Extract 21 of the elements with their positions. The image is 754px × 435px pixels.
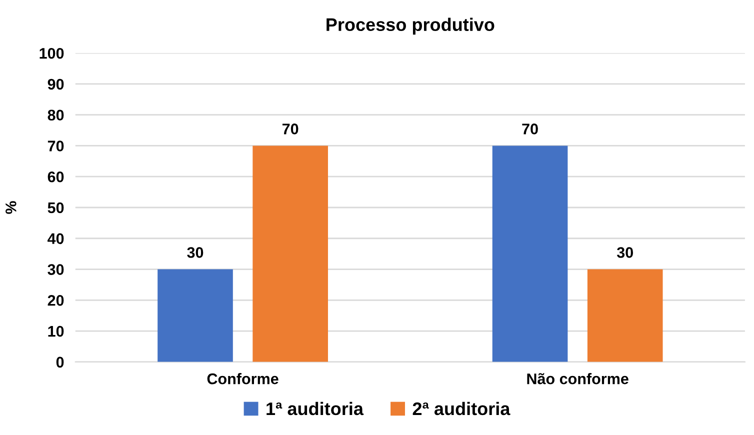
y-tick-label: 50 xyxy=(48,202,64,214)
y-axis-title: % xyxy=(6,201,16,214)
y-tick-label: 100 xyxy=(40,48,64,59)
y-tick-label: 20 xyxy=(48,295,64,306)
y-tick-label: 40 xyxy=(48,233,64,244)
data-label: 70 xyxy=(522,124,538,134)
y-tick-label: 70 xyxy=(48,140,64,152)
legend-label: 1ª auditoria xyxy=(266,402,364,416)
chart-title: Processo produtivo xyxy=(326,18,494,35)
legend-label: 2ª auditoria xyxy=(412,402,510,416)
data-label: 30 xyxy=(187,247,204,258)
data-label: 30 xyxy=(616,247,633,258)
y-tick-label: 0 xyxy=(56,356,64,368)
x-tick-label: Não conforme xyxy=(527,373,628,384)
y-tick-label: 10 xyxy=(48,326,64,337)
y-tick-label: 30 xyxy=(48,264,64,275)
y-tick-label: 90 xyxy=(48,78,64,90)
y-tick-label: 80 xyxy=(48,110,64,121)
y-tick-label: 60 xyxy=(48,171,64,182)
x-tick-label: Conforme xyxy=(207,373,278,384)
data-label: 70 xyxy=(282,124,298,134)
